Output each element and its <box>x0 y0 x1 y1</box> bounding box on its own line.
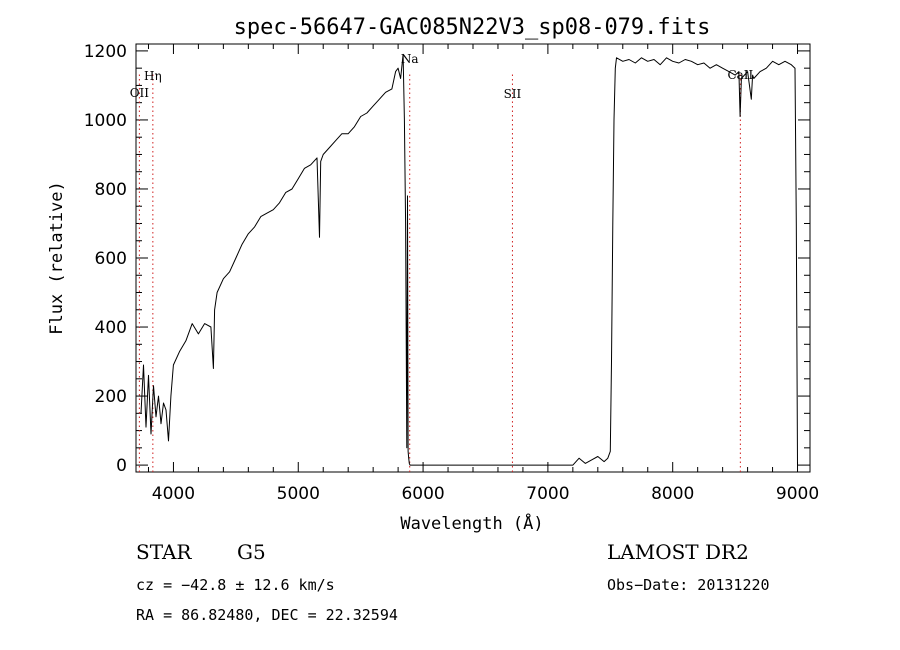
x-axis-label: Wavelength (Å) <box>400 512 543 534</box>
plot-frame <box>135 43 811 473</box>
spectrum-line-0 <box>140 53 798 466</box>
coords-readout: RA = 86.82480, DEC = 22.32594 <box>136 606 398 624</box>
line-marker-label: Na <box>401 52 419 66</box>
chart-title: spec-56647-GAC085N22V3_sp08-079.fits <box>234 15 711 40</box>
line-marker-label: SII <box>504 87 522 101</box>
spectrum-series <box>140 53 798 466</box>
x-tick-label: 8000 <box>651 484 694 504</box>
spectral-line-markers: OII Hη Na SII CaII <box>130 52 754 472</box>
axis-ticks: 4000 5000 6000 7000 8000 9000 0 200 400 600 800 100… <box>84 42 819 504</box>
x-tick-label: 6000 <box>401 484 444 504</box>
survey-label: LAMOST DR2 <box>607 540 749 564</box>
line-marker-label: OII <box>130 86 150 100</box>
y-tick-label: 600 <box>95 249 127 269</box>
y-tick-label: 200 <box>95 387 127 407</box>
y-axis-label: Flux (relative) <box>47 181 67 335</box>
x-tick-label: 7000 <box>526 484 569 504</box>
y-tick-label: 1200 <box>84 42 127 62</box>
line-marker-label: Hη <box>144 69 162 83</box>
line-marker-label: CaII <box>727 68 753 82</box>
obs-date: Obs−Date: 20131220 <box>607 576 770 594</box>
y-tick-label: 400 <box>95 318 127 338</box>
y-tick-label: 1000 <box>84 111 127 131</box>
cz-readout: cz = −42.8 ± 12.6 km/s <box>136 576 335 594</box>
x-tick-label: 4000 <box>152 484 195 504</box>
x-tick-label: 9000 <box>776 484 819 504</box>
object-subclass: G5 <box>237 540 266 564</box>
y-tick-label: 800 <box>95 180 127 200</box>
x-tick-label: 5000 <box>277 484 320 504</box>
y-tick-label: 0 <box>116 456 127 476</box>
object-class: STAR <box>136 540 192 564</box>
